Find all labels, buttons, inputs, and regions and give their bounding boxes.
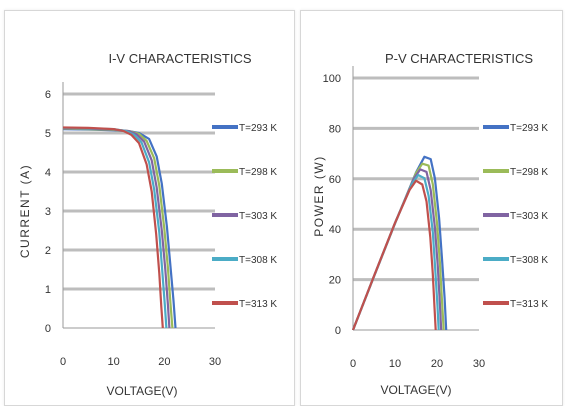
- pv-legend-label: T=303 K: [510, 211, 548, 222]
- iv-x-tick-label: 10: [108, 356, 120, 368]
- pv-y-tick-label: 80: [329, 123, 341, 135]
- iv-legend-label: T=308 K: [239, 255, 277, 266]
- pv-x-tick-label: 10: [389, 358, 401, 370]
- iv-chart: I-V CHARACTERISTICS 0 1 2 3 4 5 6 0 10 20 30 CURRENT…: [18, 51, 277, 398]
- iv-legend-label: T=303 K: [239, 211, 277, 222]
- pv-chart-panel: P-V CHARACTERISTICS 0 20 40 60 80 100 0 10 20 30 PO…: [300, 10, 563, 406]
- pv-y-tick-label: 40: [329, 224, 341, 236]
- iv-y-tick-label: 3: [45, 206, 51, 218]
- pv-x-axis-title: VOLTAGE(V): [381, 383, 452, 397]
- iv-x-axis-title: VOLTAGE(V): [107, 384, 178, 398]
- pv-y-tick-label: 100: [323, 73, 341, 85]
- iv-legend-label: T=298 K: [239, 167, 277, 178]
- iv-series-line-5: [62, 126, 164, 329]
- pv-x-tick-label: 0: [350, 358, 356, 370]
- iv-chart-panel: I-V CHARACTERISTICS 0 1 2 3 4 5 6 0 10 20 30 CURRENT…: [4, 10, 295, 406]
- iv-y-axis-title: CURRENT (A): [18, 164, 32, 258]
- iv-y-tick-label: 1: [45, 284, 51, 296]
- iv-y-tick-label: 2: [45, 245, 51, 257]
- pv-legend-label: T=313 K: [510, 299, 548, 310]
- pv-chart-title: P-V CHARACTERISTICS: [385, 51, 533, 66]
- pv-x-tick-label: 20: [431, 358, 443, 370]
- iv-y-tick-label: 4: [45, 167, 51, 179]
- pv-legend-label: T=293 K: [510, 123, 548, 134]
- pv-legend-label: T=308 K: [510, 255, 548, 266]
- iv-x-tick-label: 20: [158, 356, 170, 368]
- iv-legend-label: T=313 K: [239, 299, 277, 310]
- iv-x-tick-label: 0: [60, 356, 66, 368]
- iv-y-tick-label: 0: [45, 323, 51, 335]
- pv-legend-label: T=298 K: [510, 167, 548, 178]
- iv-y-tick-label: 5: [45, 128, 51, 140]
- pv-series-line-5: [351, 179, 437, 331]
- pv-y-axis-title: POWER (W): [312, 155, 326, 237]
- pv-x-tick-label: 30: [473, 358, 485, 370]
- pv-y-tick-label: 20: [329, 275, 341, 287]
- pv-chart: P-V CHARACTERISTICS 0 20 40 60 80 100 0 10 20 30 PO…: [312, 51, 548, 397]
- pv-y-tick-label: 0: [335, 325, 341, 337]
- iv-x-tick-label: 30: [209, 356, 221, 368]
- pv-y-tick-label: 60: [329, 174, 341, 186]
- iv-y-tick-label: 6: [45, 89, 51, 101]
- iv-chart-title: I-V CHARACTERISTICS: [108, 51, 251, 66]
- iv-legend-label: T=293 K: [239, 123, 277, 134]
